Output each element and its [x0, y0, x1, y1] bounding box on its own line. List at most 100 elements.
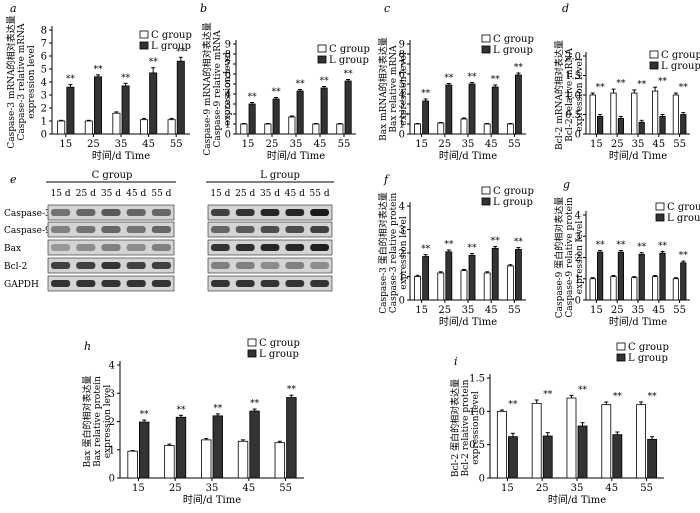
significance-mark: ** — [93, 65, 103, 75]
significance-mark: ** — [658, 242, 668, 252]
y-tick-label: 4 — [225, 90, 231, 101]
bar-c-group — [140, 119, 148, 135]
legend-swatch-l — [649, 61, 659, 70]
y-axis-label: Bcl-2 蛋白的相对表达量 — [449, 379, 461, 477]
bar-l-group — [468, 83, 476, 135]
y-axis-label: Caspase-9 蛋白的相对表达量 — [553, 197, 565, 319]
x-axis-title: 时间/d Time — [92, 149, 150, 162]
x-tick-label: 55 — [279, 483, 292, 494]
bar-c-group — [437, 122, 445, 135]
significance-mark: ** — [578, 385, 588, 395]
x-axis-title: 时间/d Time — [439, 315, 497, 328]
bar-l-group — [286, 397, 297, 479]
legend-label-c: C group — [493, 186, 534, 197]
significance-mark: ** — [421, 245, 431, 255]
significance-mark: ** — [250, 399, 260, 409]
significance-mark: ** — [444, 74, 454, 84]
blot-band-c — [51, 262, 71, 269]
bar-l-group — [597, 116, 604, 135]
blot-band-c — [126, 244, 146, 251]
significance-mark: ** — [66, 75, 76, 85]
significance-mark: ** — [637, 80, 647, 90]
bar-c-group — [483, 123, 491, 135]
blot-band-l — [310, 280, 329, 287]
y-tick-label: 0 — [399, 130, 405, 141]
blot-band-l — [235, 226, 255, 233]
x-tick-label: 15 — [59, 139, 72, 150]
bar-c-group — [636, 404, 647, 479]
y-tick-label: 4 — [399, 90, 405, 101]
y-axis-label: Bax 蛋白的相对表达量 — [81, 376, 93, 468]
blot-band-c — [101, 280, 121, 287]
bar-l-group — [149, 72, 158, 135]
bar-l-group — [66, 86, 75, 135]
legend-swatch-l — [317, 55, 327, 64]
bar-l-group — [638, 121, 645, 135]
x-tick-label: 25 — [438, 139, 451, 150]
chart-g: g 0 1 2 3 4 Caspase-9 蛋白的相对表达量 Caspase-9 relati… — [553, 178, 700, 328]
bar-l-group — [507, 436, 518, 479]
bar-c-group — [460, 270, 468, 301]
significance-mark: ** — [149, 58, 159, 68]
bar-c-group — [264, 123, 272, 135]
y-axis-label: expression level — [223, 52, 233, 126]
bar-l-group — [491, 86, 499, 135]
panel-letter: b — [200, 2, 207, 15]
blot-band-l — [285, 280, 305, 287]
y-tick-label: 9 — [399, 40, 405, 51]
x-tick-label: 25 — [438, 305, 451, 316]
panel-letter: c — [384, 2, 390, 15]
x-tick-label: 55 — [508, 139, 521, 150]
y-tick-label: 0 — [225, 130, 231, 141]
significance-mark: ** — [616, 240, 626, 250]
legend-swatch-l — [481, 197, 491, 206]
x-axis-title: 时间/d Time — [439, 149, 497, 162]
legend-swatch-l — [655, 213, 665, 222]
y-axis-label: expression level — [399, 216, 409, 290]
legend-label-c: C group — [493, 34, 534, 45]
y-tick-label: 7 — [225, 60, 231, 71]
blot-row-label: Caspase-3 — [4, 209, 51, 219]
x-tick-label: 55 — [673, 305, 686, 316]
blot-band-c — [151, 244, 171, 251]
blot-band-c — [76, 244, 96, 251]
x-tick-label: 35 — [462, 139, 475, 150]
legend-label-c: C group — [667, 202, 700, 213]
blot-band-l — [211, 280, 230, 287]
bar-l-group — [212, 415, 223, 479]
blot-band-l — [260, 209, 280, 216]
bar-l-group — [542, 435, 553, 479]
blot-band-c — [126, 209, 146, 216]
x-tick-label: 35 — [115, 139, 128, 150]
bar-c-group — [414, 123, 421, 135]
blot-band-c — [76, 209, 96, 216]
bar-c-group — [312, 123, 320, 135]
y-axis-label: Caspase-9 relative mRNA — [213, 30, 223, 147]
x-tick-label: 15 — [415, 139, 428, 150]
blot-row-label: Caspase-9 — [4, 226, 51, 236]
y-tick-label: 2.0 — [565, 52, 581, 63]
y-axis-label: expression level — [575, 58, 585, 132]
blot-band-c — [101, 262, 121, 269]
significance-mark: ** — [543, 390, 553, 400]
x-tick-label: 25 — [536, 483, 549, 494]
y-tick-label: 3 — [41, 91, 47, 102]
bar-c-group — [506, 123, 514, 135]
x-tick-label: 45 — [652, 305, 665, 316]
bar-c-group — [127, 450, 138, 479]
bar-c-group — [483, 272, 491, 301]
legend-swatch-l — [247, 349, 257, 358]
y-axis-label: Caspase-3 relative protein — [389, 193, 399, 314]
bar-l-group — [445, 251, 453, 301]
western-blot-panel: e C group L group 15 d 15 d 25 d 25 d 35 d 35 d 4… — [4, 170, 334, 292]
blot-lane-label-l: 25 d — [235, 189, 255, 199]
bar-c-group — [288, 116, 296, 135]
x-tick-label: 45 — [652, 139, 665, 150]
bar-l-group — [577, 425, 588, 479]
bar-c-group — [610, 276, 617, 301]
significance-mark: ** — [658, 77, 668, 87]
bar-l-group — [647, 438, 658, 479]
x-tick-label: 55 — [640, 483, 653, 494]
significance-mark: ** — [344, 70, 354, 80]
